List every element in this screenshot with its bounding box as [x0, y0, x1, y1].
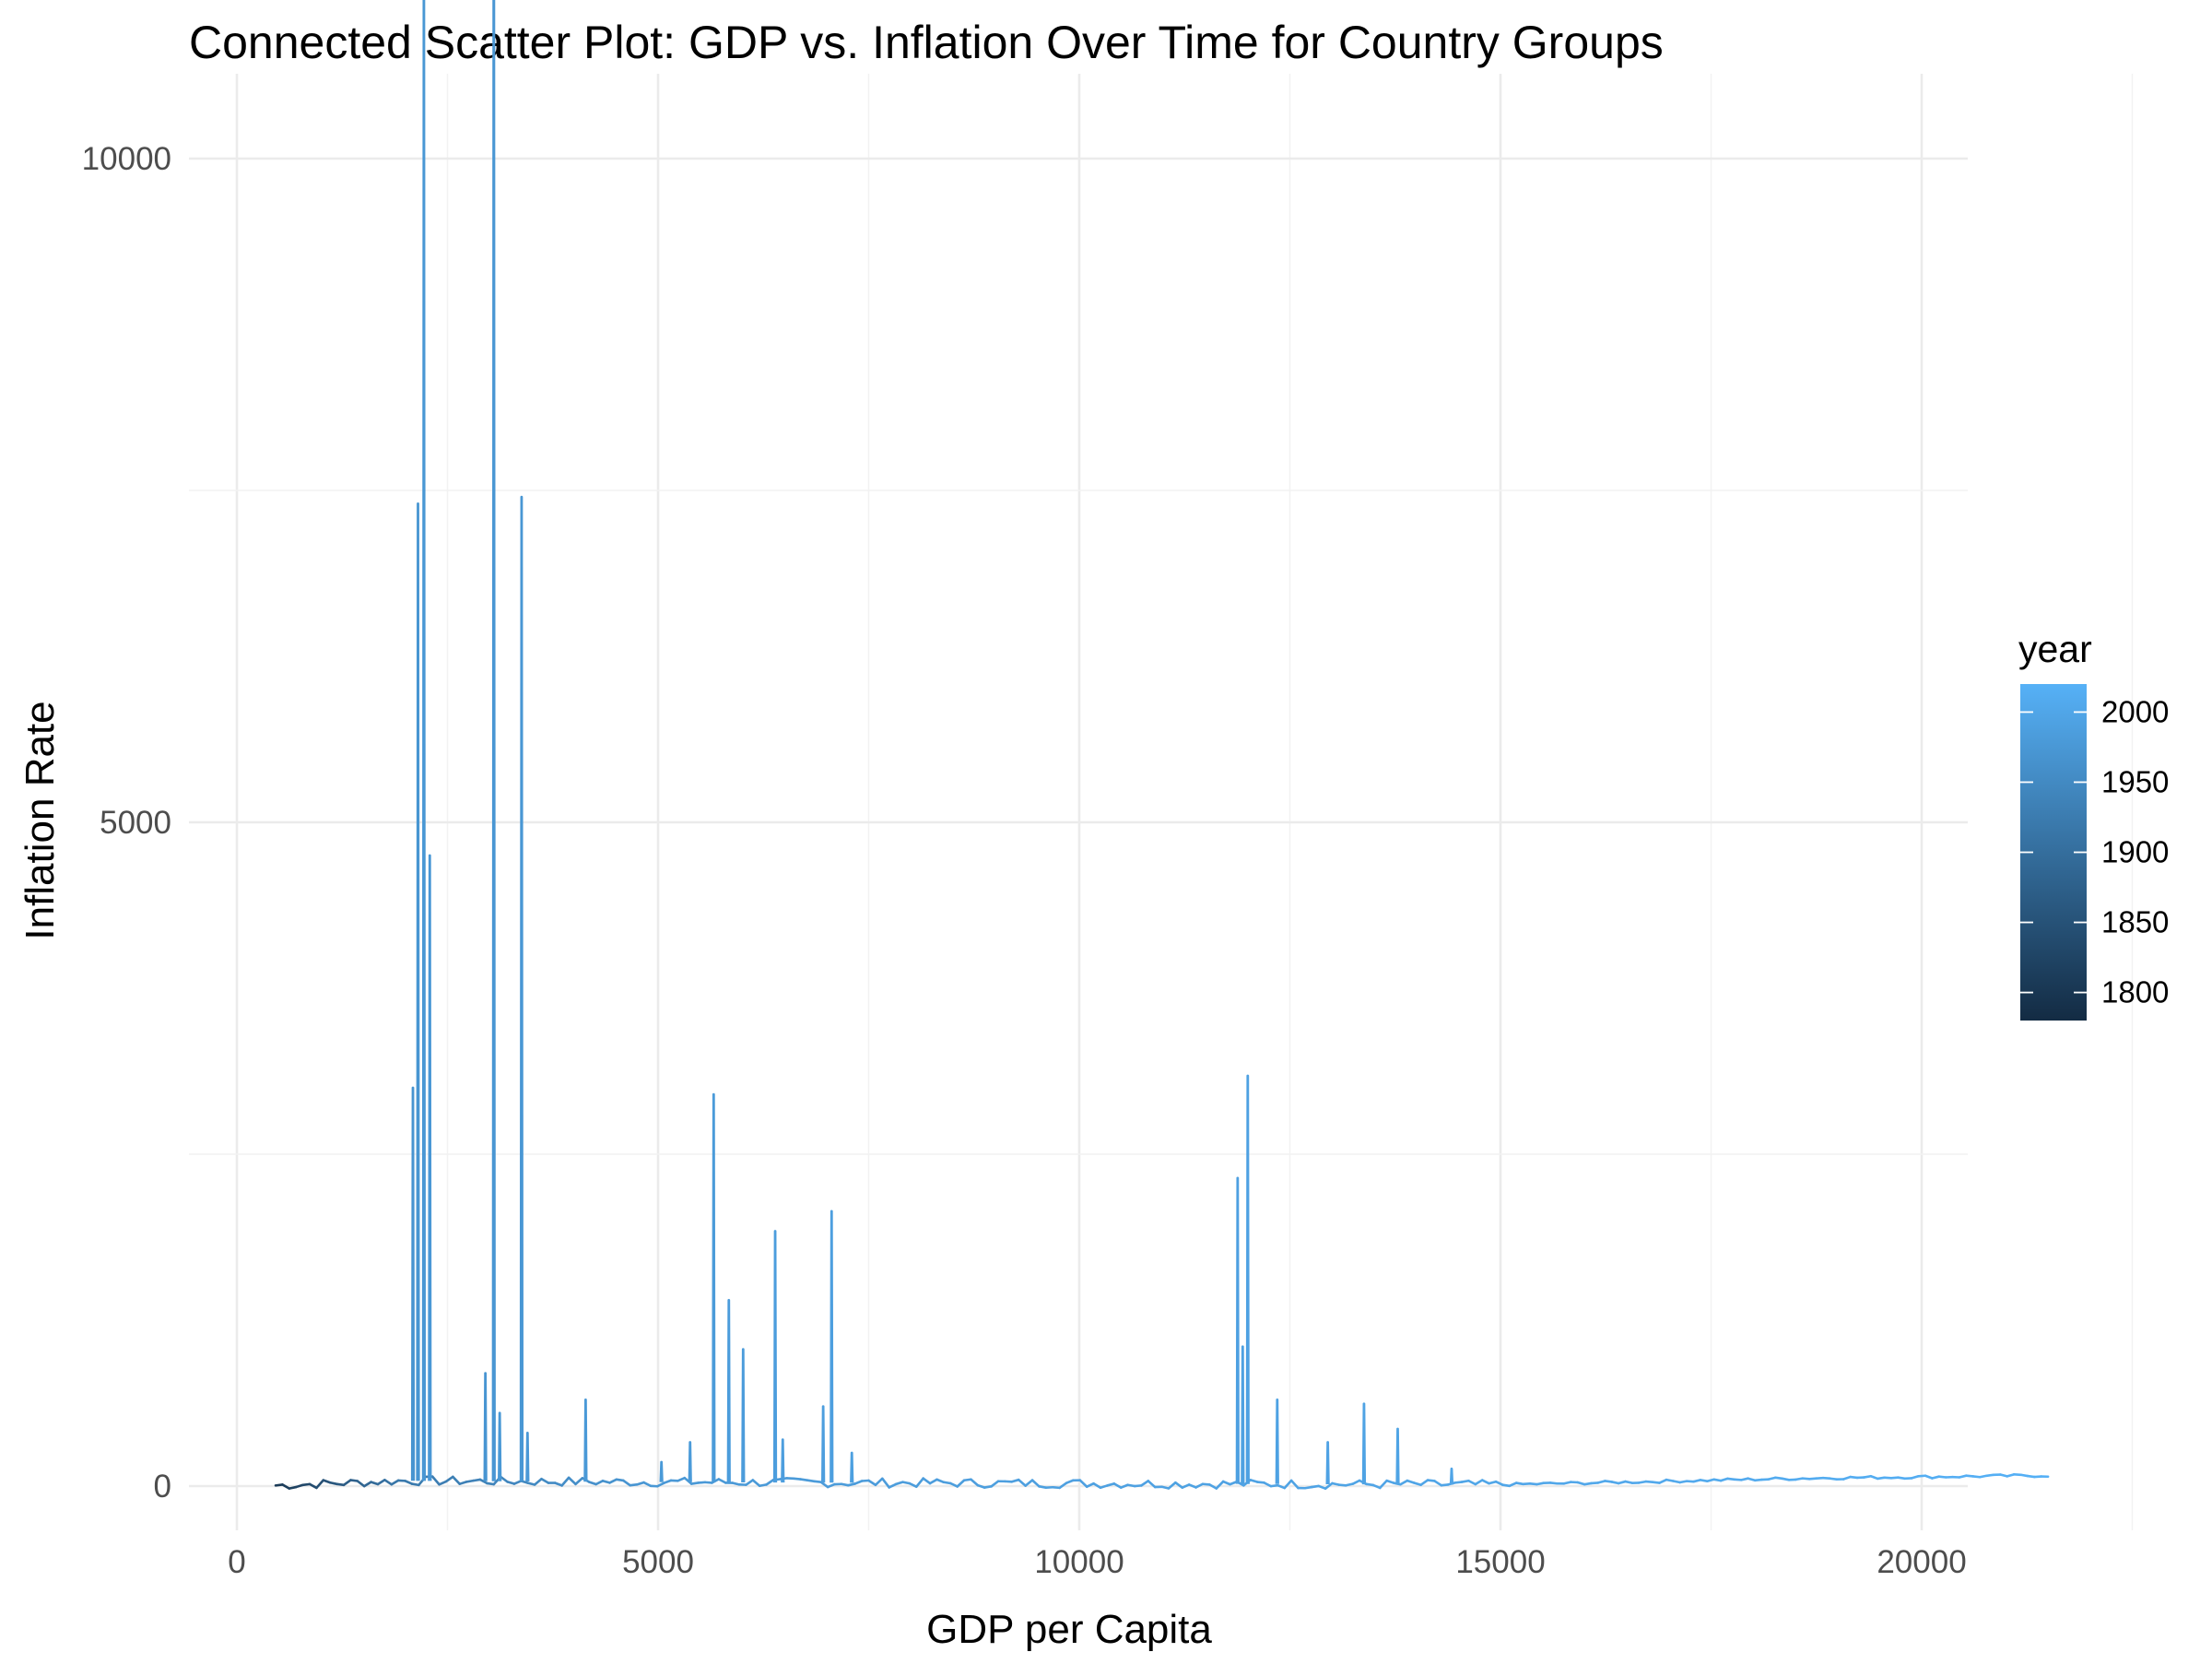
series-spike — [1237, 1178, 1238, 1484]
series-segment — [384, 1480, 391, 1484]
series-spike — [493, 0, 494, 1481]
series-segment — [876, 1479, 882, 1485]
x-tick-label: 5000 — [622, 1544, 694, 1580]
x-tick-label: 0 — [228, 1544, 245, 1580]
series-spike — [1397, 1429, 1398, 1484]
series-segment — [535, 1479, 541, 1484]
series-segment — [924, 1479, 930, 1483]
legend-tick-label: 1950 — [2101, 764, 2169, 798]
series-spike — [485, 1374, 486, 1481]
y-ticks-layer: 0 5000 10000 — [82, 141, 171, 1505]
series-segment — [1141, 1481, 1147, 1485]
x-tick-label: 15000 — [1455, 1544, 1545, 1580]
series-spike — [689, 1442, 690, 1481]
x-ticks-layer: 0 5000 10000 15000 20000 — [228, 1544, 1966, 1580]
series-segment — [746, 1481, 752, 1485]
series-spike — [1247, 1076, 1248, 1484]
series-spike — [1242, 1347, 1243, 1484]
series-spike — [1451, 1469, 1452, 1484]
series-segment — [1434, 1481, 1441, 1485]
grid-layer — [189, 0, 2133, 1530]
series-segment — [971, 1480, 977, 1485]
series-segment — [1421, 1481, 1428, 1485]
series-spike — [661, 1462, 662, 1482]
series-spike — [585, 1399, 586, 1481]
x-tick-label: 20000 — [1877, 1544, 1966, 1580]
series-spike — [831, 1211, 832, 1482]
y-tick-label: 0 — [154, 1469, 171, 1505]
series-spike — [851, 1453, 852, 1482]
series-spike — [527, 1433, 528, 1481]
series-spike — [521, 497, 522, 1481]
legend-tick-label: 1850 — [2101, 905, 2169, 939]
series-segment — [869, 1481, 876, 1485]
series-spike — [499, 1413, 500, 1481]
series-segment — [1018, 1480, 1025, 1485]
series-segment — [344, 1481, 350, 1485]
legend: year 1800 1850 1900 1950 2000 — [2018, 628, 2169, 1021]
y-tick-label: 5000 — [100, 805, 171, 841]
y-tick-label: 10000 — [82, 141, 171, 177]
legend-tick-label: 2000 — [2101, 694, 2169, 728]
series-layer — [276, 0, 2048, 1489]
y-axis-title: Inflation Rate — [18, 701, 63, 939]
series-spike — [423, 0, 424, 1481]
series-spike — [1327, 1442, 1328, 1483]
series-spike — [743, 1350, 744, 1482]
series-segment — [562, 1478, 569, 1485]
series-segment — [767, 1480, 773, 1484]
legend-tick-label: 1900 — [2101, 835, 2169, 869]
chart-title: Connected Scatter Plot: GDP vs. Inflatio… — [189, 17, 1664, 68]
series-spike — [728, 1300, 729, 1482]
series-spike — [412, 1088, 413, 1481]
series-segment — [432, 1477, 439, 1485]
series-spike — [713, 1094, 714, 1482]
series-segment — [623, 1481, 629, 1485]
series-spike — [782, 1440, 783, 1483]
series-segment — [453, 1477, 459, 1484]
legend-title: year — [2018, 628, 2092, 670]
series-spike — [774, 1232, 775, 1483]
x-tick-label: 10000 — [1034, 1544, 1124, 1580]
series-segment — [569, 1478, 575, 1484]
series-spike — [1363, 1404, 1364, 1484]
x-axis-title: GDP per Capita — [926, 1607, 1212, 1652]
series-spike — [822, 1407, 823, 1483]
legend-tick-label: 1800 — [2101, 975, 2169, 1009]
series-segment — [378, 1480, 384, 1484]
series-spike — [429, 856, 430, 1481]
series-segment — [575, 1478, 582, 1483]
